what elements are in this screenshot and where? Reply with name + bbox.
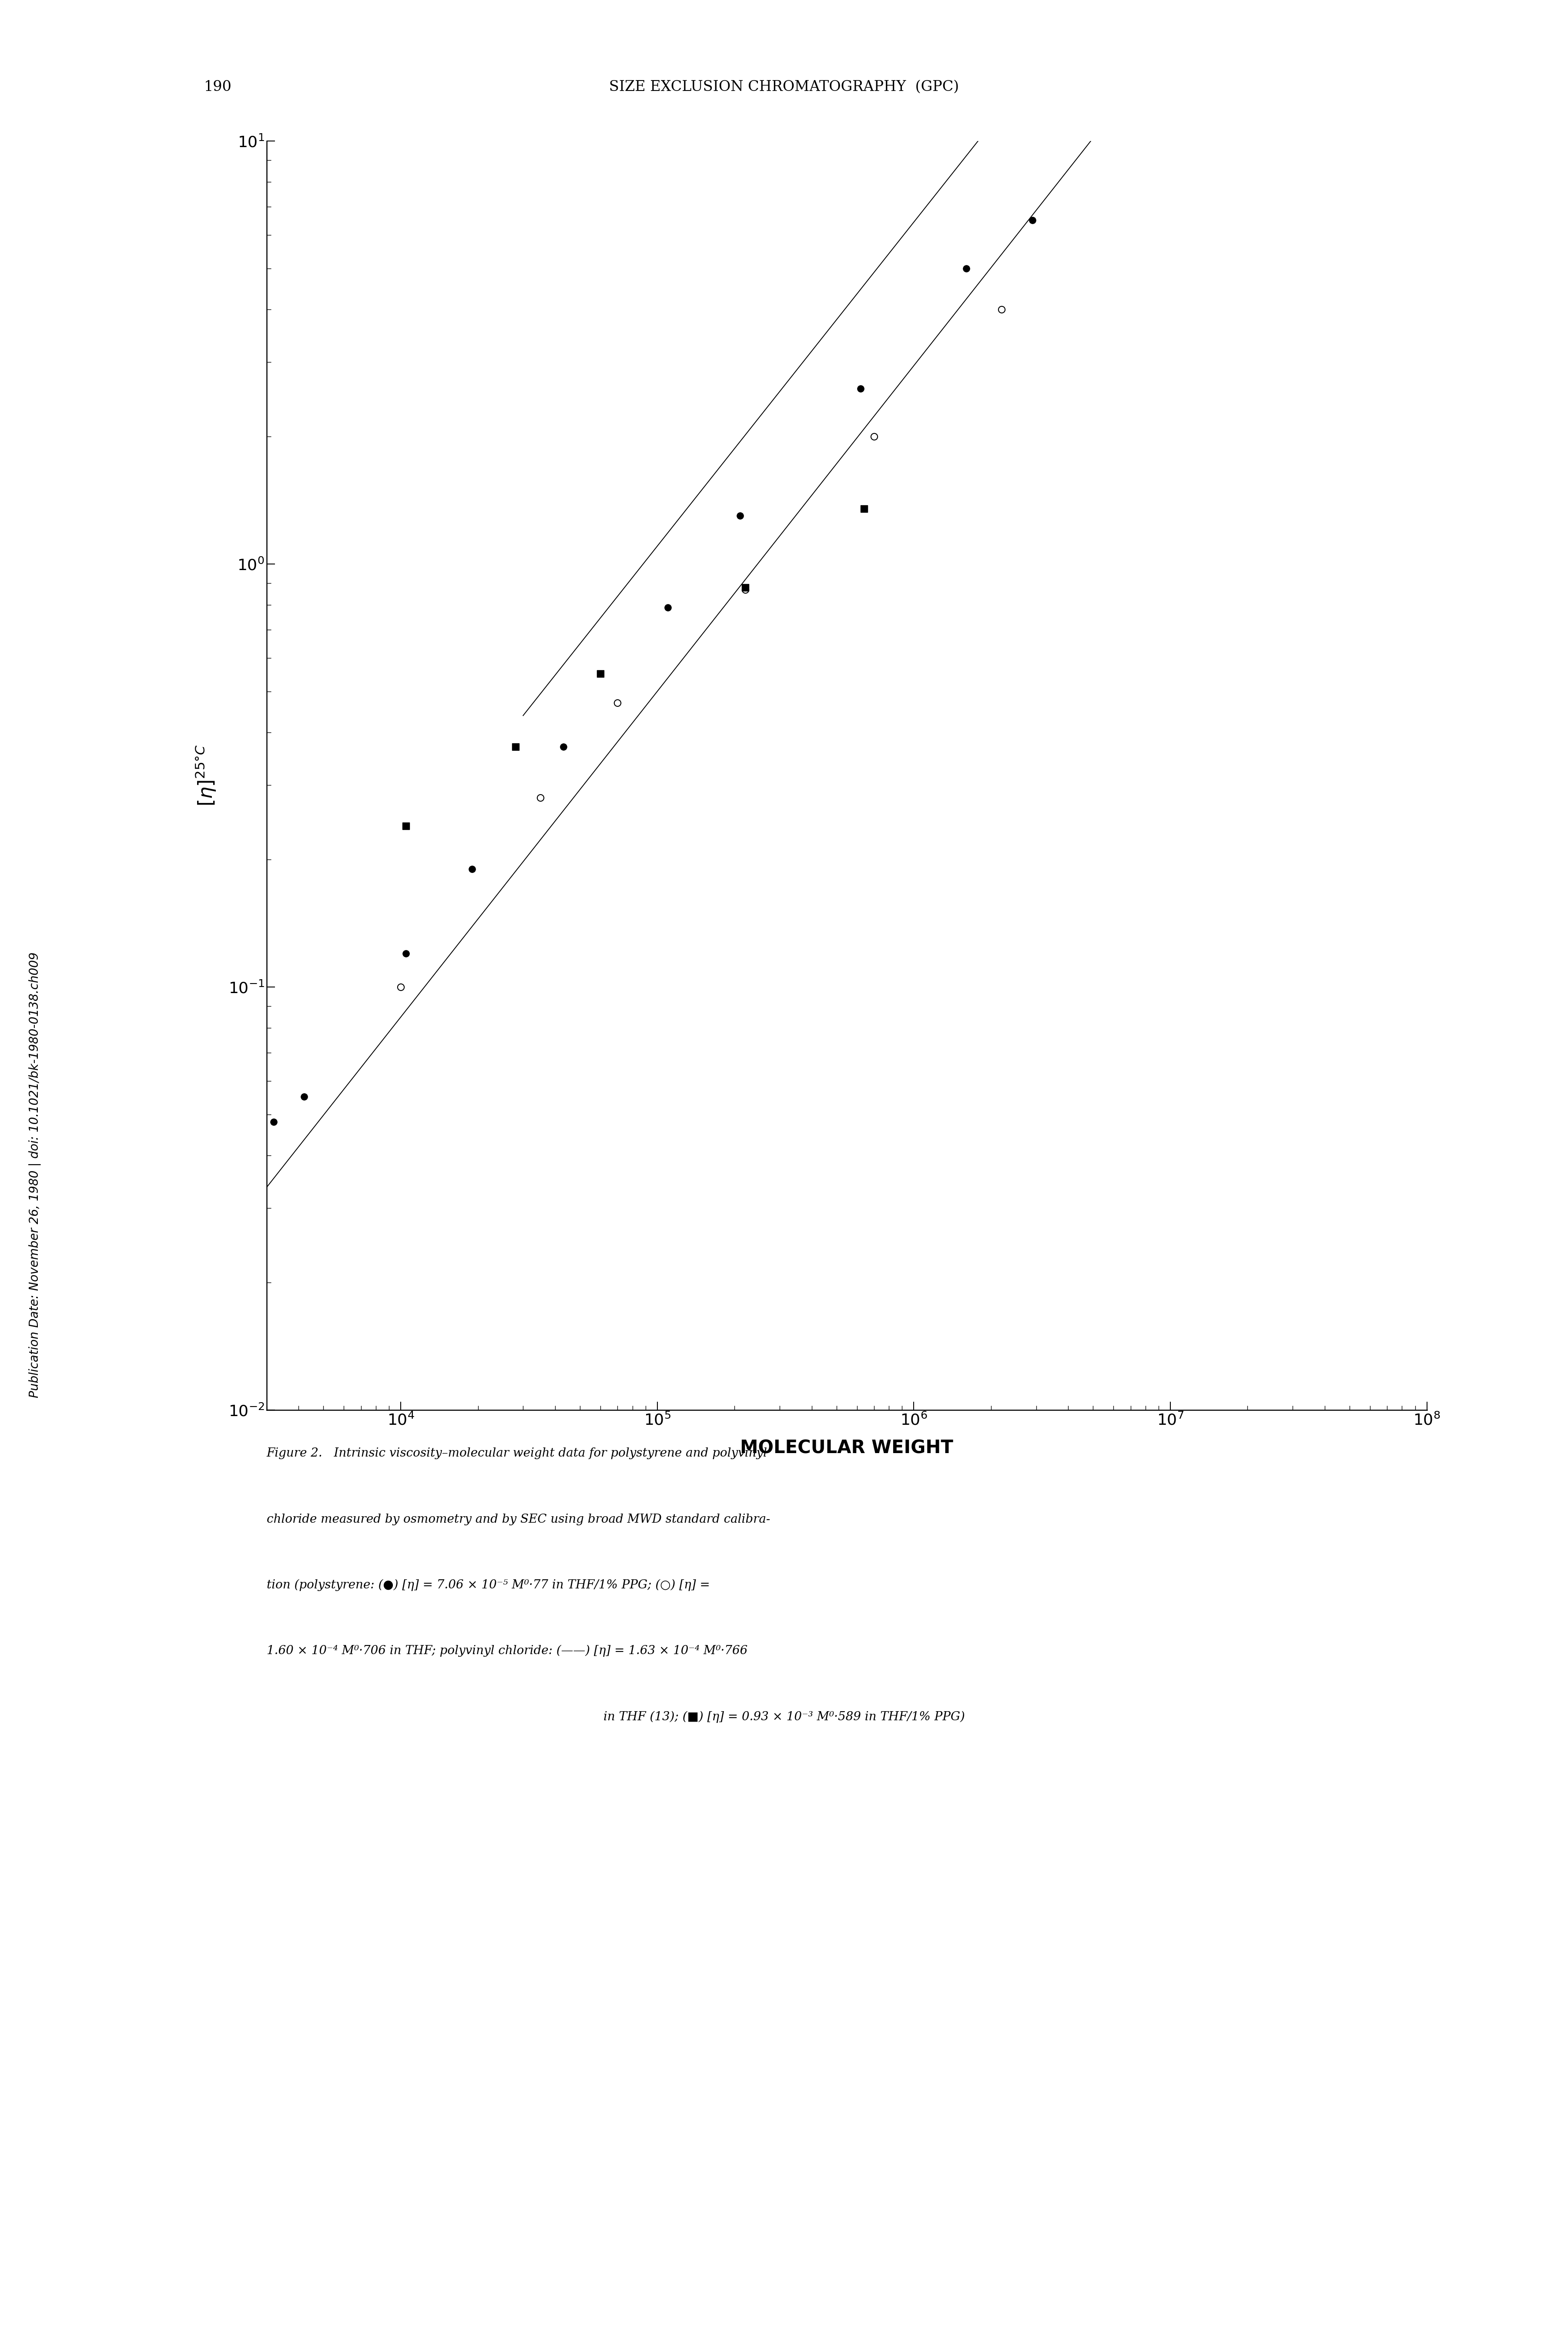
Text: 1.60 × 10⁻⁴ M⁰·706 in THF; polyvinyl chloride: (——) [η] = 1.63 × 10⁻⁴ M⁰·766: 1.60 × 10⁻⁴ M⁰·706 in THF; polyvinyl chl…	[267, 1645, 748, 1657]
Text: in THF (13); (■) [η] = 0.93 × 10⁻³ M⁰·589 in THF/1% PPG): in THF (13); (■) [η] = 0.93 × 10⁻³ M⁰·58…	[604, 1711, 964, 1723]
Text: Publication Date: November 26, 1980 | doi: 10.1021/bk-1980-0138.ch009: Publication Date: November 26, 1980 | do…	[28, 952, 41, 1398]
X-axis label: MOLECULAR WEIGHT: MOLECULAR WEIGHT	[740, 1438, 953, 1457]
Text: 190: 190	[204, 80, 232, 94]
Text: tion (polystyrene: (●) [η] = 7.06 × 10⁻⁵ M⁰·77 in THF/1% PPG; (○) [η] =: tion (polystyrene: (●) [η] = 7.06 × 10⁻⁵…	[267, 1579, 710, 1591]
Text: Figure 2.   Intrinsic viscosity–molecular weight data for polystyrene and polyvi: Figure 2. Intrinsic viscosity–molecular …	[267, 1448, 767, 1459]
Y-axis label: $[\eta]^{25\degree C}$: $[\eta]^{25\degree C}$	[194, 745, 218, 806]
Text: chloride measured by osmometry and by SEC using broad MWD standard calibra-: chloride measured by osmometry and by SE…	[267, 1513, 770, 1525]
Text: SIZE EXCLUSION CHROMATOGRAPHY  (GPC): SIZE EXCLUSION CHROMATOGRAPHY (GPC)	[608, 80, 960, 94]
